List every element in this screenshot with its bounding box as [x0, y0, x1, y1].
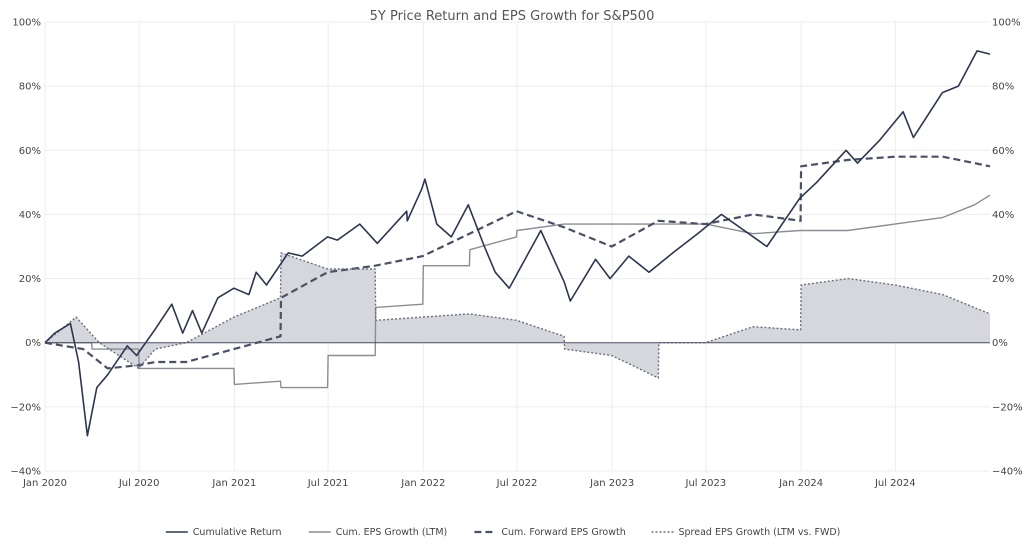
y-tick-label-left: 60%	[19, 146, 41, 157]
x-tick-label: Jan 2022	[400, 478, 445, 489]
grid-group	[44, 21, 990, 472]
x-tick-label: Jul 2020	[118, 478, 160, 489]
legend-label: Spread EPS Growth (LTM vs. FWD)	[679, 527, 841, 538]
y-tick-label-left: 80%	[19, 82, 41, 93]
x-tick-label: Jul 2023	[685, 478, 727, 489]
legend-item: Spread EPS Growth (LTM vs. FWD)	[651, 527, 841, 538]
y-tick-label-left: 0%	[25, 338, 41, 349]
series-line-1	[45, 194, 991, 389]
y-tick-label-left: −20%	[10, 402, 41, 413]
y-tick-label-left: 20%	[19, 274, 41, 285]
legend-item: Cum. Forward EPS Growth	[474, 527, 626, 538]
x-tick-label: Jan 2024	[778, 478, 823, 489]
series-group	[44, 50, 991, 437]
legend-label: Cumulative Return	[193, 527, 282, 538]
x-tick-label: Jan 2023	[589, 478, 634, 489]
series-line-2	[44, 155, 991, 370]
y-tick-label-right: 100%	[992, 18, 1021, 29]
y-tick-label-right: −20%	[992, 402, 1023, 413]
legend-label: Cum. Forward EPS Growth	[501, 527, 625, 538]
y-tick-label-right: 60%	[992, 146, 1014, 157]
x-tick-label: Jan 2021	[211, 478, 256, 489]
y-tick-label-right: 40%	[992, 210, 1014, 221]
x-tick-label: Jul 2021	[307, 478, 349, 489]
chart-title: 5Y Price Return and EPS Growth for S&P50…	[370, 9, 655, 24]
legend-label: Cum. EPS Growth (LTM)	[336, 527, 448, 538]
y-tick-label-left: 100%	[12, 18, 41, 29]
y-tick-label-right: 80%	[992, 82, 1014, 93]
y-tick-label-left: 40%	[19, 210, 41, 221]
series-line-0	[44, 50, 991, 437]
x-tick-label: Jan 2020	[22, 478, 67, 489]
legend-group: Cumulative Return Cum. EPS Growth (LTM) Cu…	[165, 527, 841, 538]
axis-group: 100% 100% 80% 80% 60% 60% 40% 40% 20% 20% 0% 0% −20%…	[10, 18, 1022, 490]
y-tick-label-right: 0%	[992, 338, 1008, 349]
x-tick-label: Jul 2022	[496, 478, 538, 489]
y-tick-label-left: −40%	[10, 467, 41, 478]
y-tick-label-right: −40%	[992, 467, 1023, 478]
x-tick-label: Jul 2024	[874, 478, 916, 489]
legend-item: Cumulative Return	[165, 527, 282, 538]
legend-item: Cum. EPS Growth (LTM)	[308, 527, 448, 538]
y-tick-label-right: 20%	[992, 274, 1014, 285]
